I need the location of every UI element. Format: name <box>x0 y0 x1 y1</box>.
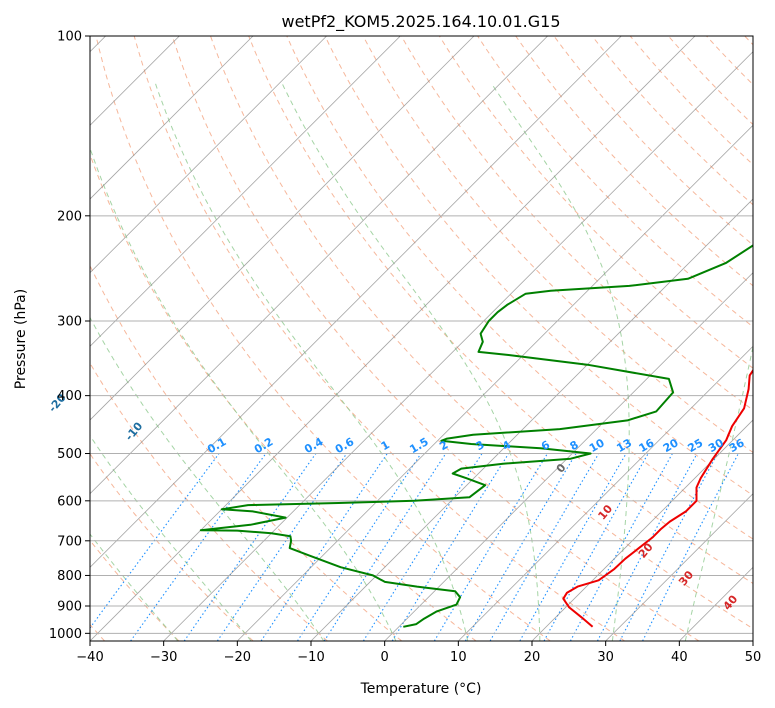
dry-adiabat-line <box>324 36 753 497</box>
moist-adiabat-line <box>90 316 325 641</box>
x-tick-label: −40 <box>76 650 103 665</box>
isotherm-line <box>531 419 753 641</box>
x-tick-label: 20 <box>524 650 541 665</box>
y-tick-label: 900 <box>57 599 82 614</box>
isotherm-line <box>90 36 548 495</box>
isotherm-line <box>90 36 254 200</box>
mixing-ratio-line <box>323 453 447 641</box>
mixing-ratio-line <box>260 453 388 641</box>
mixing-ratio-line <box>519 453 627 641</box>
dry-adiabat-line <box>90 264 403 641</box>
y-axis-ticks: 1000 900 800 700 600 500 400 300 200 100 <box>49 30 90 642</box>
mixing-ratio-line <box>216 453 348 641</box>
isotherm-line <box>752 640 753 641</box>
isotherm-line <box>90 36 622 568</box>
isotherm-line <box>90 36 327 274</box>
x-tick-label: 10 <box>450 650 467 665</box>
x-tick-label: 40 <box>671 650 688 665</box>
y-tick-label: 800 <box>57 569 82 584</box>
dry-adiabat-line <box>210 36 753 630</box>
mixing-ratio-line <box>130 453 267 641</box>
dry-adiabat-line <box>90 452 254 641</box>
mixing-ratio-line <box>596 453 698 641</box>
grid-lines <box>90 36 753 641</box>
mixing-ratio-line <box>90 453 220 629</box>
y-tick-label: 100 <box>57 30 82 45</box>
mixing-ratio-line <box>464 453 577 641</box>
isotherm-line <box>458 345 753 641</box>
isotherm-line <box>310 198 753 641</box>
series-layer <box>199 244 753 628</box>
x-tick-label: 30 <box>597 650 614 665</box>
moist-adiabat-line <box>759 83 775 641</box>
isotherm-line <box>237 124 753 641</box>
mixing-ratio-line <box>489 453 600 641</box>
y-tick-label: 500 <box>57 447 82 462</box>
y-axis-title: Pressure (hPa) <box>13 289 29 389</box>
dewpoint-line <box>199 244 753 628</box>
isotherm-line <box>605 493 753 641</box>
x-tick-label: 50 <box>745 650 762 665</box>
y-tick-label: 1000 <box>49 627 82 642</box>
isotherm-line <box>384 272 753 641</box>
dry-adiabat-line <box>171 36 700 641</box>
y-tick-label: 400 <box>57 389 82 404</box>
moist-adiabat-line <box>90 533 179 641</box>
x-axis-ticks: −40 −30 −20 −10 0 10 20 30 40 50 <box>76 641 761 665</box>
dry-adiabat-line <box>400 36 753 411</box>
plot-frame <box>89 35 754 642</box>
dry-adiabat-line <box>248 36 753 585</box>
dry-adiabat-line <box>90 539 180 641</box>
dry-adiabat-line <box>286 36 753 540</box>
dry-adiabat-line <box>362 36 753 454</box>
mixing-ratio-line <box>183 453 317 641</box>
chart-title: wetPf2_KOM5.2025.164.10.01.G15 <box>281 12 560 32</box>
x-tick-label: −10 <box>297 650 324 665</box>
y-tick-label: 200 <box>57 209 82 224</box>
isotherm-line <box>90 36 475 421</box>
temperature-line <box>562 368 753 628</box>
moist-adiabat-line <box>684 344 753 641</box>
y-tick-label: 600 <box>57 494 82 509</box>
mixing-ratio-line <box>569 453 673 641</box>
dry-adiabat-line <box>515 36 753 287</box>
isotherm-line <box>163 51 753 641</box>
dry-adiabat-line <box>90 362 328 641</box>
isotherm-line <box>90 36 401 347</box>
x-axis-title: Temperature (°C) <box>360 681 482 697</box>
x-tick-label: −20 <box>224 650 251 665</box>
moist-adiabat-line <box>154 83 469 641</box>
mixing-ratio-line <box>297 453 422 641</box>
isotherm-line <box>90 36 696 641</box>
plot-area <box>90 36 753 641</box>
y-tick-label: 300 <box>57 314 82 329</box>
moist-adiabat-line <box>281 83 541 641</box>
dry-adiabat-line <box>90 153 477 641</box>
background-lines <box>90 36 775 641</box>
mixing-ratio-line <box>433 453 548 641</box>
dry-adiabat-line <box>95 36 551 641</box>
x-tick-label: 0 <box>381 650 389 665</box>
x-tick-label: −30 <box>150 650 177 665</box>
y-tick-label: 700 <box>57 534 82 549</box>
moist-adiabat-line <box>90 146 397 641</box>
